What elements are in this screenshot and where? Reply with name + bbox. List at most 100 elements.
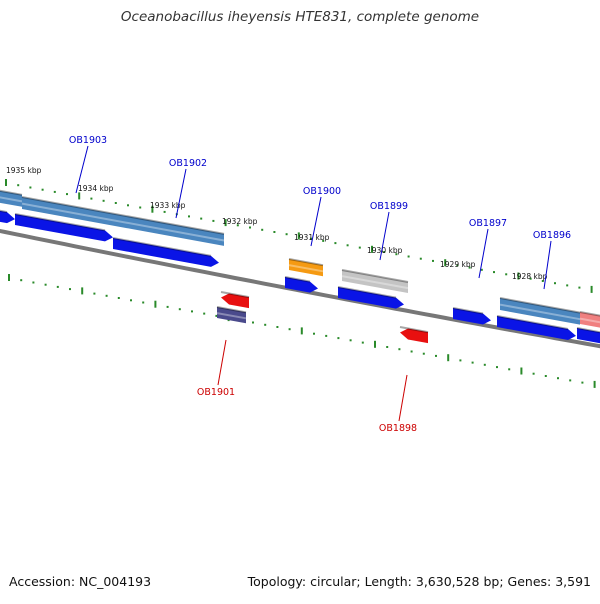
tick-mark (554, 282, 556, 285)
tick-mark (346, 244, 349, 247)
gene-band-left[interactable] (0, 189, 22, 207)
cds-arrow-ob1898[interactable] (400, 328, 428, 344)
gene-box-ob1901[interactable] (217, 307, 246, 324)
tick-mark (532, 372, 535, 375)
tick-mark (29, 186, 32, 189)
gene-label-ob1901[interactable]: OB1901 (197, 387, 235, 398)
tick-mark (544, 375, 547, 377)
tick-label: 1935 kbp (6, 166, 42, 175)
tick-row-lower (8, 274, 596, 388)
tick-mark (41, 188, 44, 191)
tick-mark (166, 305, 169, 308)
cds-arrow-ob1903[interactable] (15, 214, 113, 242)
gene-leader-line (379, 211, 390, 261)
tick-mark (374, 340, 376, 348)
tick-mark (468, 266, 471, 269)
tick-mark (483, 363, 486, 366)
tick-mark (224, 219, 227, 227)
tick-mark (178, 308, 181, 311)
tick-mark (334, 242, 337, 245)
tick-label: 1931 kbp (294, 233, 330, 242)
gene-band-ob1897-edge (499, 297, 581, 314)
tick-mark (188, 215, 190, 218)
gene-label-ob1902[interactable]: OB1902 (169, 158, 207, 169)
gene-box-ob1899-shine (341, 275, 409, 290)
tick-mark (105, 294, 108, 297)
gene-label-ob1903[interactable]: OB1903 (69, 135, 107, 146)
tick-mark (139, 206, 142, 209)
tick-row-upper (5, 179, 593, 293)
tick-mark (252, 321, 254, 324)
tick-mark (529, 277, 532, 280)
cds-arrow-right[interactable] (577, 328, 600, 344)
gene-label-ob1900[interactable]: OB1900 (303, 186, 341, 197)
gene-band-pink[interactable] (580, 312, 600, 330)
gene-box-ob1900-shine (288, 264, 324, 273)
tick-mark (398, 348, 401, 351)
tick-mark (422, 352, 425, 355)
tick-mark (395, 253, 398, 256)
gene-box-ob1899[interactable] (342, 270, 408, 293)
tick-mark (435, 354, 437, 357)
tick-mark (114, 202, 117, 204)
tick-mark (407, 255, 410, 258)
cds-arrow-ob1896[interactable] (497, 316, 576, 340)
tick-mark (130, 299, 132, 302)
gene-band-ob1903[interactable] (22, 197, 224, 246)
tick-mark (581, 381, 584, 384)
tick-mark (386, 346, 389, 348)
gene-box-ob1900[interactable] (289, 259, 323, 277)
tick-mark (444, 259, 447, 267)
tick-mark (496, 366, 498, 369)
cds-arrow-ob1901[interactable] (221, 293, 249, 309)
tick-label: 1933 kbp (150, 201, 186, 210)
gene-box-ob1901-edge (216, 306, 247, 314)
tick-mark (288, 328, 291, 331)
tick-mark (300, 327, 303, 335)
tick-mark (593, 380, 596, 388)
gene-label-ob1897[interactable]: OB1897 (469, 218, 507, 229)
tick-mark (566, 284, 569, 287)
tick-mark (5, 179, 7, 186)
gene-label-ob1898[interactable]: OB1898 (379, 423, 417, 434)
tick-label: 1932 kbp (222, 217, 258, 226)
tick-mark (163, 210, 166, 213)
gene-band-pink-edge (579, 311, 600, 317)
cds-arrow-left-edge (0, 209, 8, 214)
tick-mark (313, 332, 315, 335)
gene-leader-line (543, 240, 552, 290)
gene-band-left-edge (0, 189, 23, 196)
tick-mark (261, 228, 264, 231)
cds-arrow-ob1901-edge (220, 291, 250, 299)
tick-mark (236, 224, 239, 227)
gene-leader-line (175, 168, 187, 219)
gene-leader-line (398, 374, 408, 422)
tick-mark (337, 337, 340, 340)
tick-mark (569, 379, 572, 382)
gene-label-ob1899[interactable]: OB1899 (370, 201, 408, 212)
tick-mark (505, 273, 508, 276)
tick-mark (32, 281, 35, 284)
tick-mark (349, 339, 352, 342)
tick-mark (557, 377, 559, 380)
tick-mark (371, 245, 373, 253)
gene-band-ob1903-edge (21, 196, 225, 235)
tick-mark (276, 326, 279, 328)
tick-labels: 1935 kbp 1934 kbp 1933 kbp 1932 kbp 1931 kbp… (6, 166, 548, 281)
cds-arrow-ob1899[interactable] (338, 287, 404, 309)
tick-rows (5, 179, 596, 388)
cds-arrow-left[interactable] (0, 209, 15, 224)
cds-arrow-ob1897[interactable] (453, 308, 491, 325)
tick-mark (410, 350, 413, 353)
accession-text: Accession: NC_004193 (9, 574, 152, 589)
gene-label-ob1896[interactable]: OB1896 (533, 230, 571, 241)
cds-arrow-ob1902[interactable] (113, 238, 219, 267)
gene-band-ob1897[interactable] (500, 298, 580, 325)
cds-arrow-ob1900[interactable] (285, 277, 318, 293)
tick-mark (90, 197, 93, 200)
tick-mark (215, 314, 218, 317)
tick-mark (508, 368, 511, 371)
tick-mark (459, 359, 462, 362)
